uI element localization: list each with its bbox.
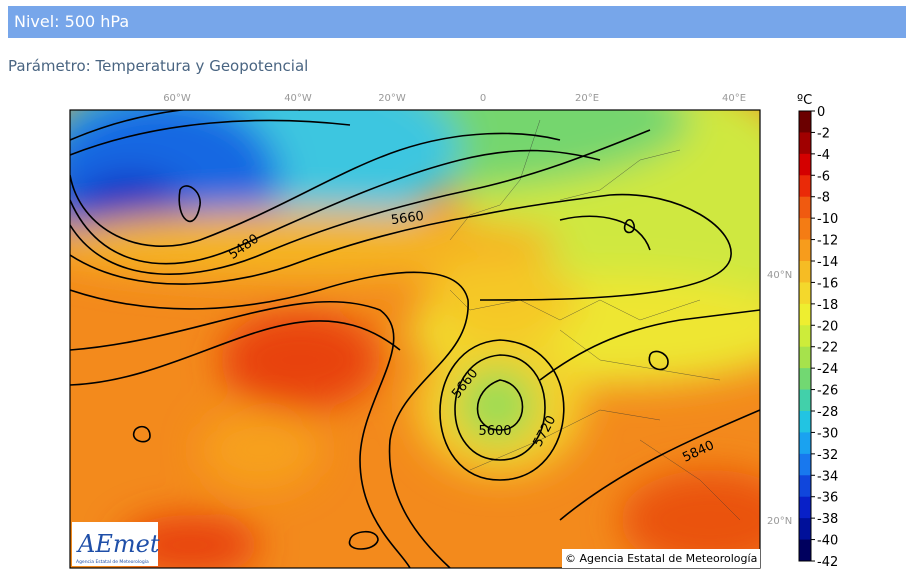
colorbar-band	[799, 239, 811, 262]
copyright-box	[562, 549, 760, 568]
colorbar-tick-label: -20	[817, 319, 838, 334]
colorbar-band	[799, 453, 811, 476]
colorbar-band	[799, 111, 811, 133]
colorbar-band	[799, 303, 811, 326]
colorbar-band	[799, 346, 811, 369]
contour-label: 5660	[390, 209, 425, 228]
map-frame	[69, 109, 761, 569]
colorbar-band	[799, 539, 811, 562]
colorbar-tick-label: -18	[817, 298, 838, 313]
level-header: Nivel: 500 hPa	[8, 6, 906, 38]
colorbar-band	[799, 368, 811, 391]
colorbar-band	[799, 325, 811, 348]
colorbar-tick-label: -30	[817, 426, 838, 441]
colorbar-tick-label: -10	[817, 212, 838, 227]
logo-name: AEmet	[76, 530, 160, 558]
colorbar-tick-label: -22	[817, 341, 838, 356]
colorbar-tick-label: -34	[817, 469, 838, 484]
colorbar-tick-label: 0	[817, 105, 825, 120]
lon-label: 20°W	[378, 93, 406, 104]
lon-label: 0	[480, 93, 486, 104]
temperature-field	[70, 110, 760, 568]
lon-label: 40°E	[722, 93, 746, 104]
colorbar-tick-label: -42	[817, 555, 838, 570]
colorbar-band	[799, 411, 811, 433]
parameter-title: Parámetro: Temperatura y Geopotencial	[8, 57, 309, 75]
colorbar-band	[799, 218, 811, 241]
colorbar-tick-label: -40	[817, 534, 838, 549]
colorbar-tick-label: -2	[817, 126, 830, 141]
colorbar-unit: ºC	[797, 93, 812, 108]
colorbar-tick-label: -26	[817, 384, 838, 399]
colorbar-tick-label: -32	[817, 448, 838, 463]
contour-label: 5600	[478, 424, 511, 439]
colorbar-frame	[798, 110, 812, 562]
colorbar-tick-label: -16	[817, 276, 838, 291]
colorbar-band	[799, 518, 811, 541]
lon-label: 20°E	[575, 93, 599, 104]
lon-label: 40°W	[284, 93, 312, 104]
colorbar-tick-label: -24	[817, 362, 838, 377]
colorbar-tick-label: -14	[817, 255, 838, 270]
logo-subtitle: Agencia Estatal de Meteorología	[76, 558, 149, 565]
colorbar-band	[799, 196, 811, 219]
colorbar-tick-label: -4	[817, 148, 830, 163]
logo: AEmet Agencia Estatal de Meteorología	[72, 522, 160, 566]
colorbar-tick-label: -6	[817, 169, 830, 184]
colorbar-tick-label: -38	[817, 512, 838, 527]
colorbar-tick-label: -8	[817, 191, 830, 206]
colorbar-band	[799, 132, 811, 155]
colorbar-tick-label: -12	[817, 234, 838, 249]
colorbar-band	[799, 432, 811, 455]
colorbar-band	[799, 389, 811, 412]
colorbar-band	[799, 175, 811, 198]
logo-box	[72, 522, 158, 566]
colorbar-band	[799, 496, 811, 519]
copyright: © Agencia Estatal de Meteorología	[565, 552, 757, 565]
colorbar-band	[799, 261, 811, 283]
colorbar-band	[799, 475, 811, 498]
colorbar-tick-label: -28	[817, 405, 838, 420]
colorbar-tick-label: -36	[817, 491, 838, 506]
colorbar-band	[799, 282, 811, 305]
lat-label: 20°N	[767, 516, 792, 527]
lat-label: 40°N	[767, 270, 792, 281]
colorbar-band	[799, 153, 811, 176]
lon-label: 60°W	[163, 93, 191, 104]
